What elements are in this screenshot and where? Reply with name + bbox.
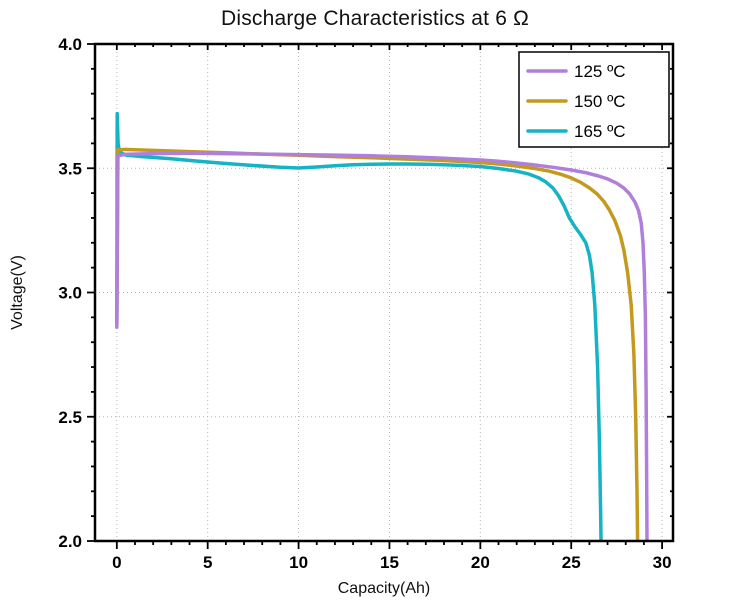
legend-item-label: 150 ºC [574,92,626,111]
x-tick-label: 25 [562,553,581,572]
series-group [115,111,649,541]
y-tick-label: 4.0 [58,35,82,54]
y-tick-label: 3.0 [58,284,82,303]
x-tick-label: 5 [203,553,212,572]
y-axis-title: Voltage(V) [9,255,26,330]
legend-item-label: 125 ºC [574,62,626,81]
y-tick-label: 3.5 [58,159,82,178]
x-axis-title: Capacity(Ah) [338,580,430,597]
x-tick-label: 15 [380,553,399,572]
x-tick-label: 10 [289,553,308,572]
series-line-1 [115,147,640,541]
y-tick-label: 2.5 [58,408,82,427]
series-line-0 [115,111,603,541]
x-tick-label: 30 [653,553,672,572]
legend-item-label: 165 ºC [574,122,626,141]
x-tick-label: 0 [112,553,121,572]
series-line-2 [115,151,649,541]
y-tick-label: 2.0 [58,532,82,551]
x-tick-label: 20 [471,553,490,572]
chart-title: Discharge Characteristics at 6 Ω [220,7,530,30]
legend: 125 ºC 150 ºC 165 ºC [518,51,670,148]
